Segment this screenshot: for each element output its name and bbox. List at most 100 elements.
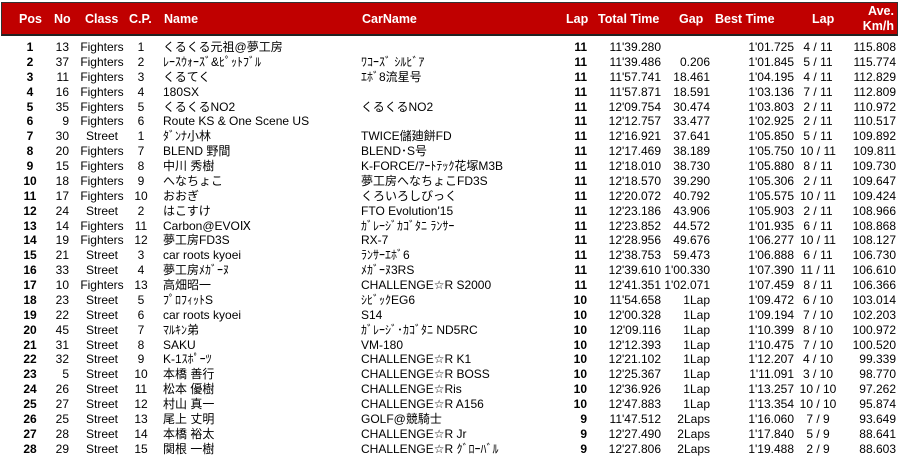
cell-name: ﾌﾟﾛﾌｨｯﾄS xyxy=(163,292,214,307)
cell-pos: 2 xyxy=(26,54,34,69)
cell-best-lap: 11 / 11 xyxy=(800,263,836,278)
table-row: 5 35 Fighters 5 くるくるNO2 くるくるNO2 11 12'09.754 30.… xyxy=(0,100,900,115)
cell-best-time: 1'06.888 xyxy=(748,248,794,263)
cell-ave: 112.829 xyxy=(853,69,897,84)
cell-best-time: 1'03.136 xyxy=(748,84,794,99)
cell-gap: 38.189 xyxy=(673,144,710,159)
cell-pos: 12 xyxy=(23,203,37,218)
cell-gap: 0.206 xyxy=(679,54,710,69)
cell-ave: 97.262 xyxy=(859,382,896,397)
cell-best-time: 1'13.257 xyxy=(748,382,794,397)
header-best-lap: Lap xyxy=(812,12,835,26)
cell-ave: 109.892 xyxy=(852,129,896,144)
cell-lap: 11 xyxy=(574,129,587,144)
cell-gap: 1Lap xyxy=(683,382,710,397)
table-row: 17 10 Fighters 13 高畑昭一 CHALLENGE☆R S2000 11 12'… xyxy=(0,278,900,293)
cell-best-time: 1'02.925 xyxy=(748,114,794,129)
cell-class: Fighters xyxy=(80,40,124,54)
cell-gap: 43.906 xyxy=(673,203,710,218)
cell-lap: 11 xyxy=(574,203,587,218)
cell-cp: 7 xyxy=(137,322,145,337)
cell-name: 高畑昭一 xyxy=(163,278,212,293)
cell-pos: 19 xyxy=(23,307,37,322)
table-row: 28 29 Street 15 関根 一樹 CHALLENGE☆R ｸﾞﾛｰﾊﾞﾙ 9 12'… xyxy=(0,442,900,457)
cell-lap: 11 xyxy=(574,54,587,69)
cell-best-time: 1'05.306 xyxy=(748,173,794,188)
table-row: 13 14 Fighters 11 Carbon@EVOⅨ ｶﾞﾚｰｼﾞｶｺﾞﾀﾆ ﾗﾝｻ… xyxy=(0,219,900,234)
cell-gap: 1'00.330 xyxy=(664,263,710,278)
cell-gap: 49.676 xyxy=(673,233,710,248)
header-gap: Gap xyxy=(679,12,704,26)
results-table-header: Pos No Class C.P. Name CarName Lap Total… xyxy=(1,2,898,36)
cell-total-time: 12'00.328 xyxy=(608,307,661,322)
cell-name: Route KS & One Scene US xyxy=(163,114,310,129)
cell-total-time: 12'28.956 xyxy=(608,233,661,248)
cell-lap: 9 xyxy=(580,441,587,456)
cell-carname: ｼﾋﾞｯｸEG6 xyxy=(361,292,416,307)
cell-lap: 10 xyxy=(573,337,587,352)
cell-cp: 11 xyxy=(134,382,148,397)
cell-class: Fighters xyxy=(80,54,124,69)
cell-gap: 33.477 xyxy=(673,114,710,129)
cell-lap: 10 xyxy=(573,397,587,412)
cell-lap: 10 xyxy=(573,352,587,367)
cell-best-lap: 4 / 10 xyxy=(802,352,834,367)
cell-total-time: 12'23.186 xyxy=(608,203,661,218)
table-row: 3 11 Fighters 3 くるてく ｴﾎﾞ8流星号 11 11'57.741 18.461… xyxy=(0,70,900,85)
cell-best-time: 1'03.803 xyxy=(748,99,794,114)
cell-name: くるてく xyxy=(163,69,211,84)
cell-carname: GOLF@競騎士 xyxy=(361,412,442,426)
cell-gap: 2Laps xyxy=(677,441,710,456)
cell-no: 26 xyxy=(55,382,69,397)
cell-total-time: 12'09.116 xyxy=(609,322,661,337)
cell-best-time: 1'11.091 xyxy=(749,367,794,382)
cell-gap: 2Laps xyxy=(677,412,710,426)
cell-name: はこすけ xyxy=(163,203,211,218)
cell-total-time: 11'39.280 xyxy=(609,40,661,54)
cell-gap: 18.591 xyxy=(673,84,710,99)
cell-carname: CHALLENGE☆R Jr xyxy=(361,426,467,441)
cell-pos: 8 xyxy=(26,144,34,159)
cell-no: 30 xyxy=(55,129,69,144)
table-row: 1 13 Fighters 1 くるくる元祖@夢工房 11 11'39.280 1'01.72… xyxy=(0,40,900,55)
cell-lap: 9 xyxy=(580,412,587,426)
cell-name: くるくる元祖@夢工房 xyxy=(163,40,283,54)
cell-total-time: 12'18.570 xyxy=(608,173,661,188)
cell-name: Carbon@EVOⅨ xyxy=(163,218,251,233)
cell-cp: 5 xyxy=(137,99,145,114)
cell-gap: 1'02.071 xyxy=(664,278,710,293)
cell-best-time: 1'05.850 xyxy=(748,129,794,144)
cell-best-time: 1'10.475 xyxy=(748,337,794,352)
cell-total-time: 12'12.393 xyxy=(608,337,661,352)
cell-name: 松本 優樹 xyxy=(163,382,215,397)
cell-best-lap: 10 / 11 xyxy=(800,188,836,203)
cell-ave: 93.649 xyxy=(859,412,896,426)
cell-ave: 108.127 xyxy=(852,233,896,248)
cell-carname: ﾒｶﾞｰﾇ3RS xyxy=(361,263,415,278)
cell-pos: 17 xyxy=(23,278,37,293)
cell-best-time: 1'06.277 xyxy=(748,233,794,248)
cell-no: 13 xyxy=(55,40,69,54)
cell-class: Street xyxy=(85,337,118,352)
cell-best-lap: 10 / 10 xyxy=(799,382,837,397)
cell-cp: 4 xyxy=(137,263,145,278)
cell-best-lap: 2 / 11 xyxy=(803,173,833,188)
cell-best-lap: 6 / 11 xyxy=(803,218,833,233)
cell-best-lap: 7 / 9 xyxy=(806,412,830,426)
cell-best-lap: 10 / 11 xyxy=(800,233,836,248)
cell-name: 関根 一樹 xyxy=(163,441,215,456)
cell-name: 180SX xyxy=(163,84,200,99)
cell-no: 16 xyxy=(55,84,69,99)
cell-no: 28 xyxy=(55,426,69,441)
header-ave: Ave. Km/h xyxy=(863,4,894,34)
cell-carname: ﾜｺｰｽﾞ ｼﾙﾋﾞｱ xyxy=(361,54,425,69)
cell-carname: 夢工房へなちょこFD3S xyxy=(361,173,488,188)
cell-no: 32 xyxy=(55,352,69,367)
cell-best-lap: 3 / 10 xyxy=(802,367,834,382)
cell-class: Street xyxy=(85,129,118,144)
cell-best-time: 1'19.488 xyxy=(748,441,794,456)
cell-gap: 44.572 xyxy=(673,218,710,233)
cell-ave: 106.366 xyxy=(852,278,896,293)
cell-carname: CHALLENGE☆R BOSS xyxy=(361,367,490,382)
cell-total-time: 12'12.757 xyxy=(608,114,661,129)
